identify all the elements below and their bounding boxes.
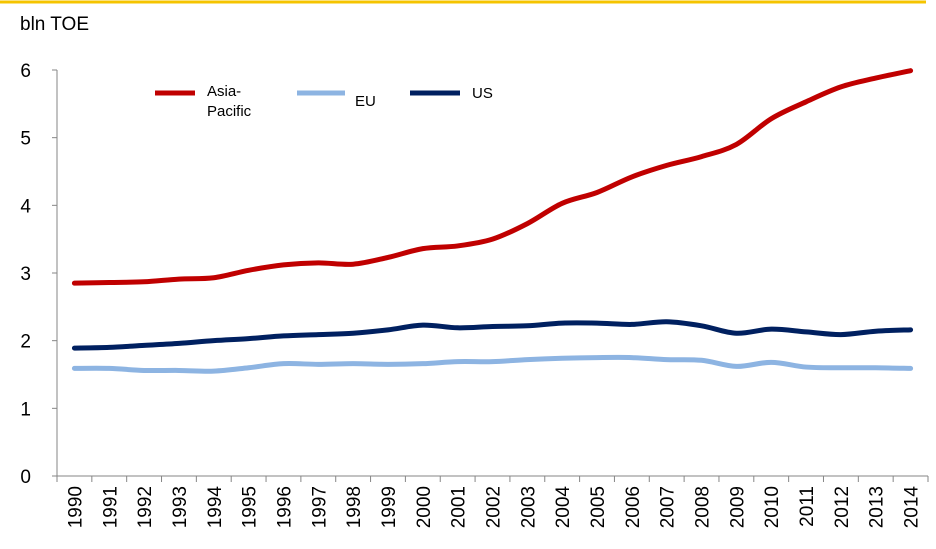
y-tick-label: 1 — [20, 399, 31, 420]
x-tick-label: 1999 — [379, 486, 400, 528]
x-tick-label: 2009 — [727, 486, 748, 528]
y-tick-label: 0 — [20, 467, 31, 488]
y-tick-label: 3 — [20, 264, 31, 285]
x-tick-label: 2001 — [449, 486, 470, 528]
y-tick-label: 2 — [20, 332, 31, 353]
x-tick-label: 1992 — [135, 486, 156, 528]
x-tick-label: 1994 — [205, 486, 226, 529]
y-tick-label: 5 — [20, 129, 31, 150]
x-tick-label: 1997 — [309, 486, 330, 528]
x-tick-label: 1991 — [100, 486, 121, 528]
series-line — [71, 319, 914, 351]
y-axis-title: bln TOE — [20, 14, 89, 35]
x-tick-label: 1998 — [344, 486, 365, 528]
x-tick-label: 2014 — [902, 486, 923, 529]
x-tick-label: 1990 — [65, 486, 86, 528]
x-tick-label: 2002 — [484, 486, 505, 528]
series-line — [71, 354, 914, 374]
x-tick-label: 2012 — [832, 486, 853, 528]
x-tick-label: 1995 — [240, 486, 261, 528]
x-tick-label: 2010 — [762, 486, 783, 528]
series-line — [71, 68, 914, 286]
x-tick-label: 1993 — [170, 486, 191, 528]
x-tick-label: 2003 — [518, 486, 539, 528]
x-tick-label: 2005 — [588, 486, 609, 528]
x-tick-label: 2008 — [693, 486, 714, 528]
legend-label: Asia-Pacific — [207, 83, 252, 120]
x-tick-label: 2011 — [797, 486, 818, 527]
y-tick-label: 6 — [20, 61, 31, 82]
legend-label: US — [472, 85, 493, 102]
x-tick-label: 2013 — [867, 486, 888, 528]
x-tick-label: 1996 — [274, 486, 295, 528]
x-tick-label: 2007 — [658, 486, 679, 528]
x-tick-label: 2004 — [553, 486, 574, 529]
x-tick-label: 2000 — [414, 486, 435, 528]
y-tick-label: 4 — [20, 196, 31, 217]
legend-label: EU — [355, 93, 376, 110]
x-tick-label: 2006 — [623, 486, 644, 528]
